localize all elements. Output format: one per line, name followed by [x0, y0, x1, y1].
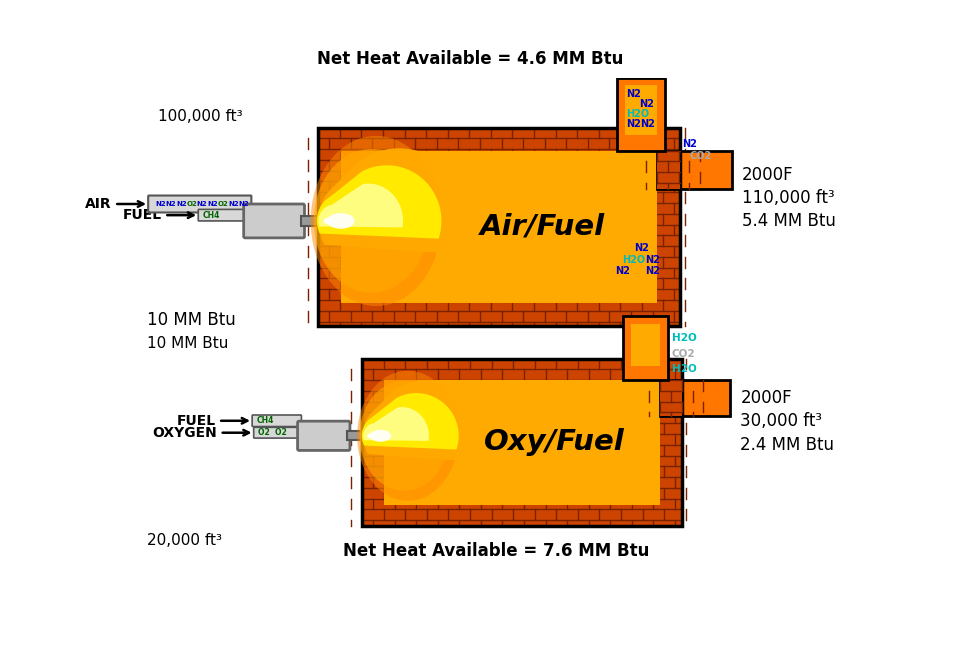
Ellipse shape — [324, 218, 333, 224]
Text: FUEL: FUEL — [176, 414, 216, 428]
Text: N2: N2 — [626, 89, 641, 99]
Polygon shape — [318, 166, 441, 238]
FancyBboxPatch shape — [243, 204, 304, 238]
Text: 2.4 MM Btu: 2.4 MM Btu — [740, 435, 834, 453]
Ellipse shape — [311, 136, 442, 306]
Bar — [617, 78, 665, 85]
Bar — [341, 151, 657, 303]
Text: N2: N2 — [639, 99, 653, 109]
Bar — [362, 359, 682, 526]
Bar — [660, 380, 682, 416]
Text: N2: N2 — [682, 139, 697, 149]
FancyBboxPatch shape — [199, 209, 247, 221]
Bar — [623, 359, 668, 380]
Text: N2: N2 — [645, 266, 661, 276]
Bar — [657, 151, 680, 189]
Text: N2: N2 — [626, 119, 641, 129]
Polygon shape — [362, 394, 458, 449]
Text: N2: N2 — [641, 119, 655, 129]
Text: 110,000 ft³: 110,000 ft³ — [742, 189, 834, 207]
Text: H2O: H2O — [672, 333, 697, 343]
Polygon shape — [319, 184, 402, 227]
Text: N2: N2 — [197, 201, 207, 207]
Text: 10 MM Btu: 10 MM Btu — [146, 311, 235, 329]
Text: N2: N2 — [645, 255, 661, 265]
Text: 2000F: 2000F — [740, 390, 792, 408]
Text: 100,000 ft³: 100,000 ft³ — [158, 109, 243, 124]
Bar — [319, 127, 680, 326]
Text: CO2: CO2 — [672, 349, 696, 359]
Bar — [617, 78, 665, 151]
Bar — [623, 317, 668, 380]
Text: H2O: H2O — [672, 364, 697, 374]
Ellipse shape — [367, 433, 374, 438]
Bar — [660, 380, 682, 416]
Text: 5.4 MM Btu: 5.4 MM Btu — [742, 213, 835, 230]
Text: H2O: H2O — [626, 109, 649, 119]
Text: AIR: AIR — [85, 197, 112, 211]
Bar — [631, 324, 660, 366]
Text: O2: O2 — [186, 201, 197, 207]
Ellipse shape — [358, 371, 458, 501]
Text: N2: N2 — [155, 201, 166, 207]
Bar — [301, 216, 319, 226]
Ellipse shape — [314, 149, 429, 293]
Polygon shape — [363, 408, 428, 440]
Text: 20,000 ft³: 20,000 ft³ — [146, 532, 222, 548]
Bar — [660, 317, 668, 380]
Text: N2: N2 — [228, 201, 238, 207]
Ellipse shape — [327, 213, 355, 229]
Bar — [657, 151, 680, 189]
FancyBboxPatch shape — [252, 415, 301, 426]
Bar — [617, 127, 665, 151]
Text: CH4: CH4 — [257, 416, 274, 425]
Polygon shape — [363, 380, 480, 461]
Text: N2: N2 — [207, 201, 218, 207]
Text: N2: N2 — [176, 201, 186, 207]
Text: OXYGEN: OXYGEN — [153, 426, 217, 440]
Text: Net Heat Available = 4.6 MM Btu: Net Heat Available = 4.6 MM Btu — [317, 50, 623, 68]
FancyBboxPatch shape — [148, 196, 251, 213]
Text: Air/Fuel: Air/Fuel — [481, 213, 606, 241]
Text: O2  O2: O2 O2 — [259, 428, 287, 437]
Bar — [660, 380, 731, 416]
Text: N2: N2 — [634, 243, 649, 253]
Text: N2: N2 — [614, 266, 630, 276]
Text: N2: N2 — [166, 201, 176, 207]
Bar — [319, 127, 680, 326]
Bar — [623, 317, 668, 324]
Text: CO2: CO2 — [690, 151, 712, 161]
Ellipse shape — [359, 380, 449, 491]
Bar — [657, 151, 732, 189]
Bar — [347, 431, 362, 441]
Text: O2: O2 — [217, 201, 229, 207]
FancyBboxPatch shape — [254, 427, 299, 438]
Bar — [625, 85, 657, 135]
Ellipse shape — [370, 430, 391, 442]
Bar — [623, 317, 631, 380]
Bar — [362, 359, 682, 526]
Bar — [617, 78, 625, 151]
Text: Oxy/Fuel: Oxy/Fuel — [484, 428, 624, 457]
Text: Net Heat Available = 7.6 MM Btu: Net Heat Available = 7.6 MM Btu — [343, 542, 649, 560]
Bar — [657, 151, 732, 189]
Text: CH4: CH4 — [203, 211, 220, 220]
Text: N2: N2 — [238, 201, 249, 207]
Text: 10 MM Btu: 10 MM Btu — [146, 336, 228, 351]
Text: FUEL: FUEL — [123, 208, 162, 222]
Text: 2000F: 2000F — [742, 166, 794, 184]
Bar — [657, 78, 665, 151]
Bar — [384, 380, 660, 505]
Bar — [362, 359, 682, 526]
FancyBboxPatch shape — [297, 421, 350, 450]
Bar — [657, 151, 680, 189]
Bar — [319, 127, 680, 326]
Text: H2O: H2O — [622, 255, 645, 265]
Text: 30,000 ft³: 30,000 ft³ — [740, 412, 823, 430]
Polygon shape — [319, 149, 468, 254]
